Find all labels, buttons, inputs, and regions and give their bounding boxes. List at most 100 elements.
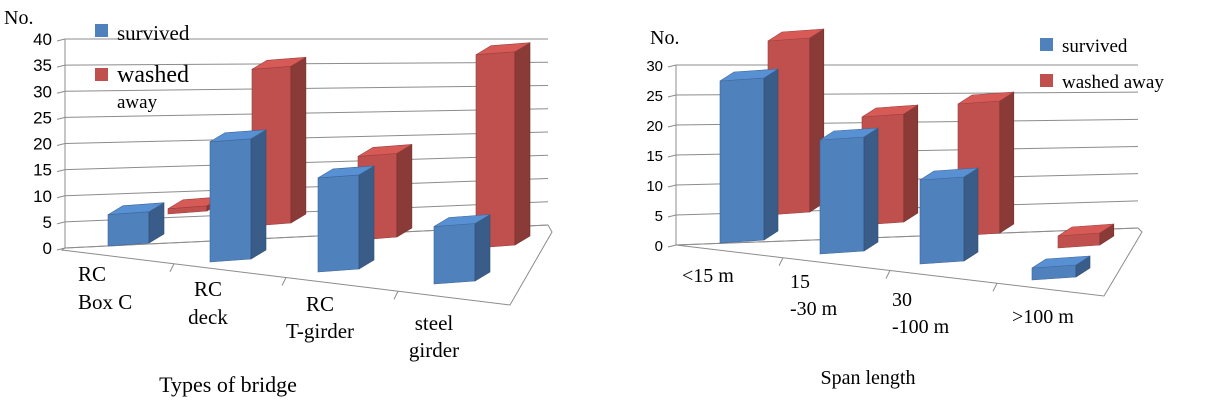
c1-bar-side-face (290, 56, 307, 224)
c1-bar-survived (209, 129, 267, 263)
c2-bar-top-face (861, 104, 918, 118)
c2-bar-survived (819, 127, 879, 255)
c1-x-tick-label: girder (409, 338, 459, 362)
c2-y-tick-label: 30 (646, 58, 663, 75)
c1-legend-swatch (95, 68, 108, 81)
c1-x-tick-label: T-girder (286, 319, 354, 343)
chart1-x-axis-label: Types of bridge (159, 372, 297, 397)
c1-bar-side-face (250, 129, 267, 260)
c1-bar-top-face (357, 144, 413, 157)
c1-bar-front-face (433, 223, 476, 285)
c2-y-tick-label: 15 (646, 148, 663, 165)
chart1-x-tick-labels: RC Box C RC deck RC T-girder steel girder (78, 262, 459, 362)
c1-bar-top-face (107, 202, 165, 215)
c2-bar-top-face (957, 91, 1014, 105)
c2-floor-tick (992, 283, 998, 292)
chart-bridge-types: 0 5 10 15 20 25 30 35 40 RC Box C RC deck RC T-girder… (4, 7, 553, 397)
chart2-legend: survived washed away (1040, 36, 1164, 93)
c2-bar-survived (1031, 255, 1091, 281)
c1-gridline (64, 154, 549, 171)
c2-x-tick-label: <15 m (682, 265, 734, 287)
c2-x-tick-label: >100 m (1012, 306, 1074, 328)
c2-left-wall-line (667, 94, 677, 98)
c2-bar-side-face (963, 167, 979, 262)
c2-left-wall-line (667, 64, 677, 68)
c1-left-wall-line (56, 221, 66, 225)
c1-left-wall-line (56, 64, 66, 68)
c1-x-tick-label: steel (415, 311, 454, 335)
c1-x-tick-label: Box C (78, 290, 132, 314)
c1-y-tick-label: 10 (33, 187, 52, 206)
c2-bar-top-face (719, 68, 779, 82)
c1-floor-tick (169, 263, 175, 272)
c2-y-tick-label: 0 (655, 238, 663, 255)
c1-bar-top-face (433, 214, 491, 227)
c1-x-tick-label: RC (194, 277, 222, 301)
c1-y-tick-label: 20 (33, 135, 52, 154)
c1-floor-tick (393, 291, 399, 300)
c2-bar-top-face (1057, 223, 1114, 237)
c2-left-wall-line (667, 214, 677, 218)
c2-legend-label: washed away (1062, 72, 1164, 93)
chart1-bars (107, 42, 531, 285)
c1-legend-label: survived (117, 21, 190, 45)
chart2-bars (719, 28, 1115, 281)
c2-legend-swatch (1040, 38, 1053, 51)
c1-bar-survived (433, 213, 491, 285)
c2-y-tick-label: 5 (655, 208, 663, 225)
c1-gridline (64, 178, 549, 197)
c2-bar-side-face (903, 104, 919, 223)
c2-y-tick-label: 20 (646, 118, 663, 135)
chart2-x-axis-label: Span length (821, 367, 916, 389)
c2-bar-top-face (819, 127, 879, 141)
c1-left-wall-line (56, 195, 66, 199)
c1-y-tick-label: 30 (33, 82, 52, 101)
c1-bar-top-face (209, 129, 267, 143)
chart2-y-tick-labels: 0 5 10 15 20 25 30 (646, 58, 663, 255)
c1-left-wall-line (56, 38, 66, 42)
c1-legend-label: washed (117, 62, 189, 88)
c2-bar-top-face (919, 167, 979, 181)
c2-bar-front-face (819, 136, 865, 255)
c1-left-wall-line (56, 116, 66, 120)
c2-x-tick-label: -30 m (790, 298, 838, 320)
c1-floor-tick (281, 277, 287, 286)
c1-legend-label: away (117, 92, 158, 113)
c1-gridline (64, 108, 549, 118)
c1-gridline (64, 85, 549, 92)
c2-bar-side-face (863, 127, 879, 252)
c2-x-tick-label: 30 (892, 289, 912, 311)
c1-y-tick-label: 0 (43, 239, 52, 258)
c2-bar-top-face (1031, 255, 1091, 269)
c1-y-tick-label: 15 (33, 161, 52, 180)
chart2-x-tick-labels: <15 m 15 -30 m 30 -100 m >100 m (682, 265, 1074, 338)
c2-legend-label: survived (1062, 36, 1128, 57)
chart1-legend: survived washed away (95, 21, 190, 113)
c2-bar-survived (919, 167, 979, 265)
c1-bar-washed-away (475, 42, 531, 249)
c1-y-tick-label: 5 (43, 213, 52, 232)
c1-bar-side-face (514, 42, 531, 246)
c2-bar-front-face (719, 77, 765, 244)
c2-floor-tick (885, 270, 891, 279)
c1-x-tick-label: deck (188, 305, 228, 329)
chart1-y-tick-labels: 0 5 10 15 20 25 30 35 40 (33, 30, 52, 258)
c2-bar-survived (719, 68, 779, 244)
chart1-y-axis-label: No. (4, 7, 33, 29)
c1-bar-front-face (317, 174, 360, 273)
c1-bar-front-face (107, 211, 150, 247)
c1-x-tick-label: RC (306, 292, 334, 316)
c2-bar-top-face (767, 28, 824, 42)
c1-y-tick-label: 25 (33, 108, 52, 127)
c2-left-wall-line (667, 154, 677, 158)
c2-bar-front-face (919, 176, 965, 265)
c2-bar-side-face (763, 68, 779, 241)
c1-x-tick-label: RC (78, 262, 106, 286)
c2-left-wall-line (667, 244, 677, 248)
c1-left-wall-line (56, 143, 66, 146)
c2-left-wall-line (667, 124, 677, 128)
c1-bar-top-face (475, 42, 531, 55)
c2-y-tick-label: 25 (646, 88, 663, 105)
